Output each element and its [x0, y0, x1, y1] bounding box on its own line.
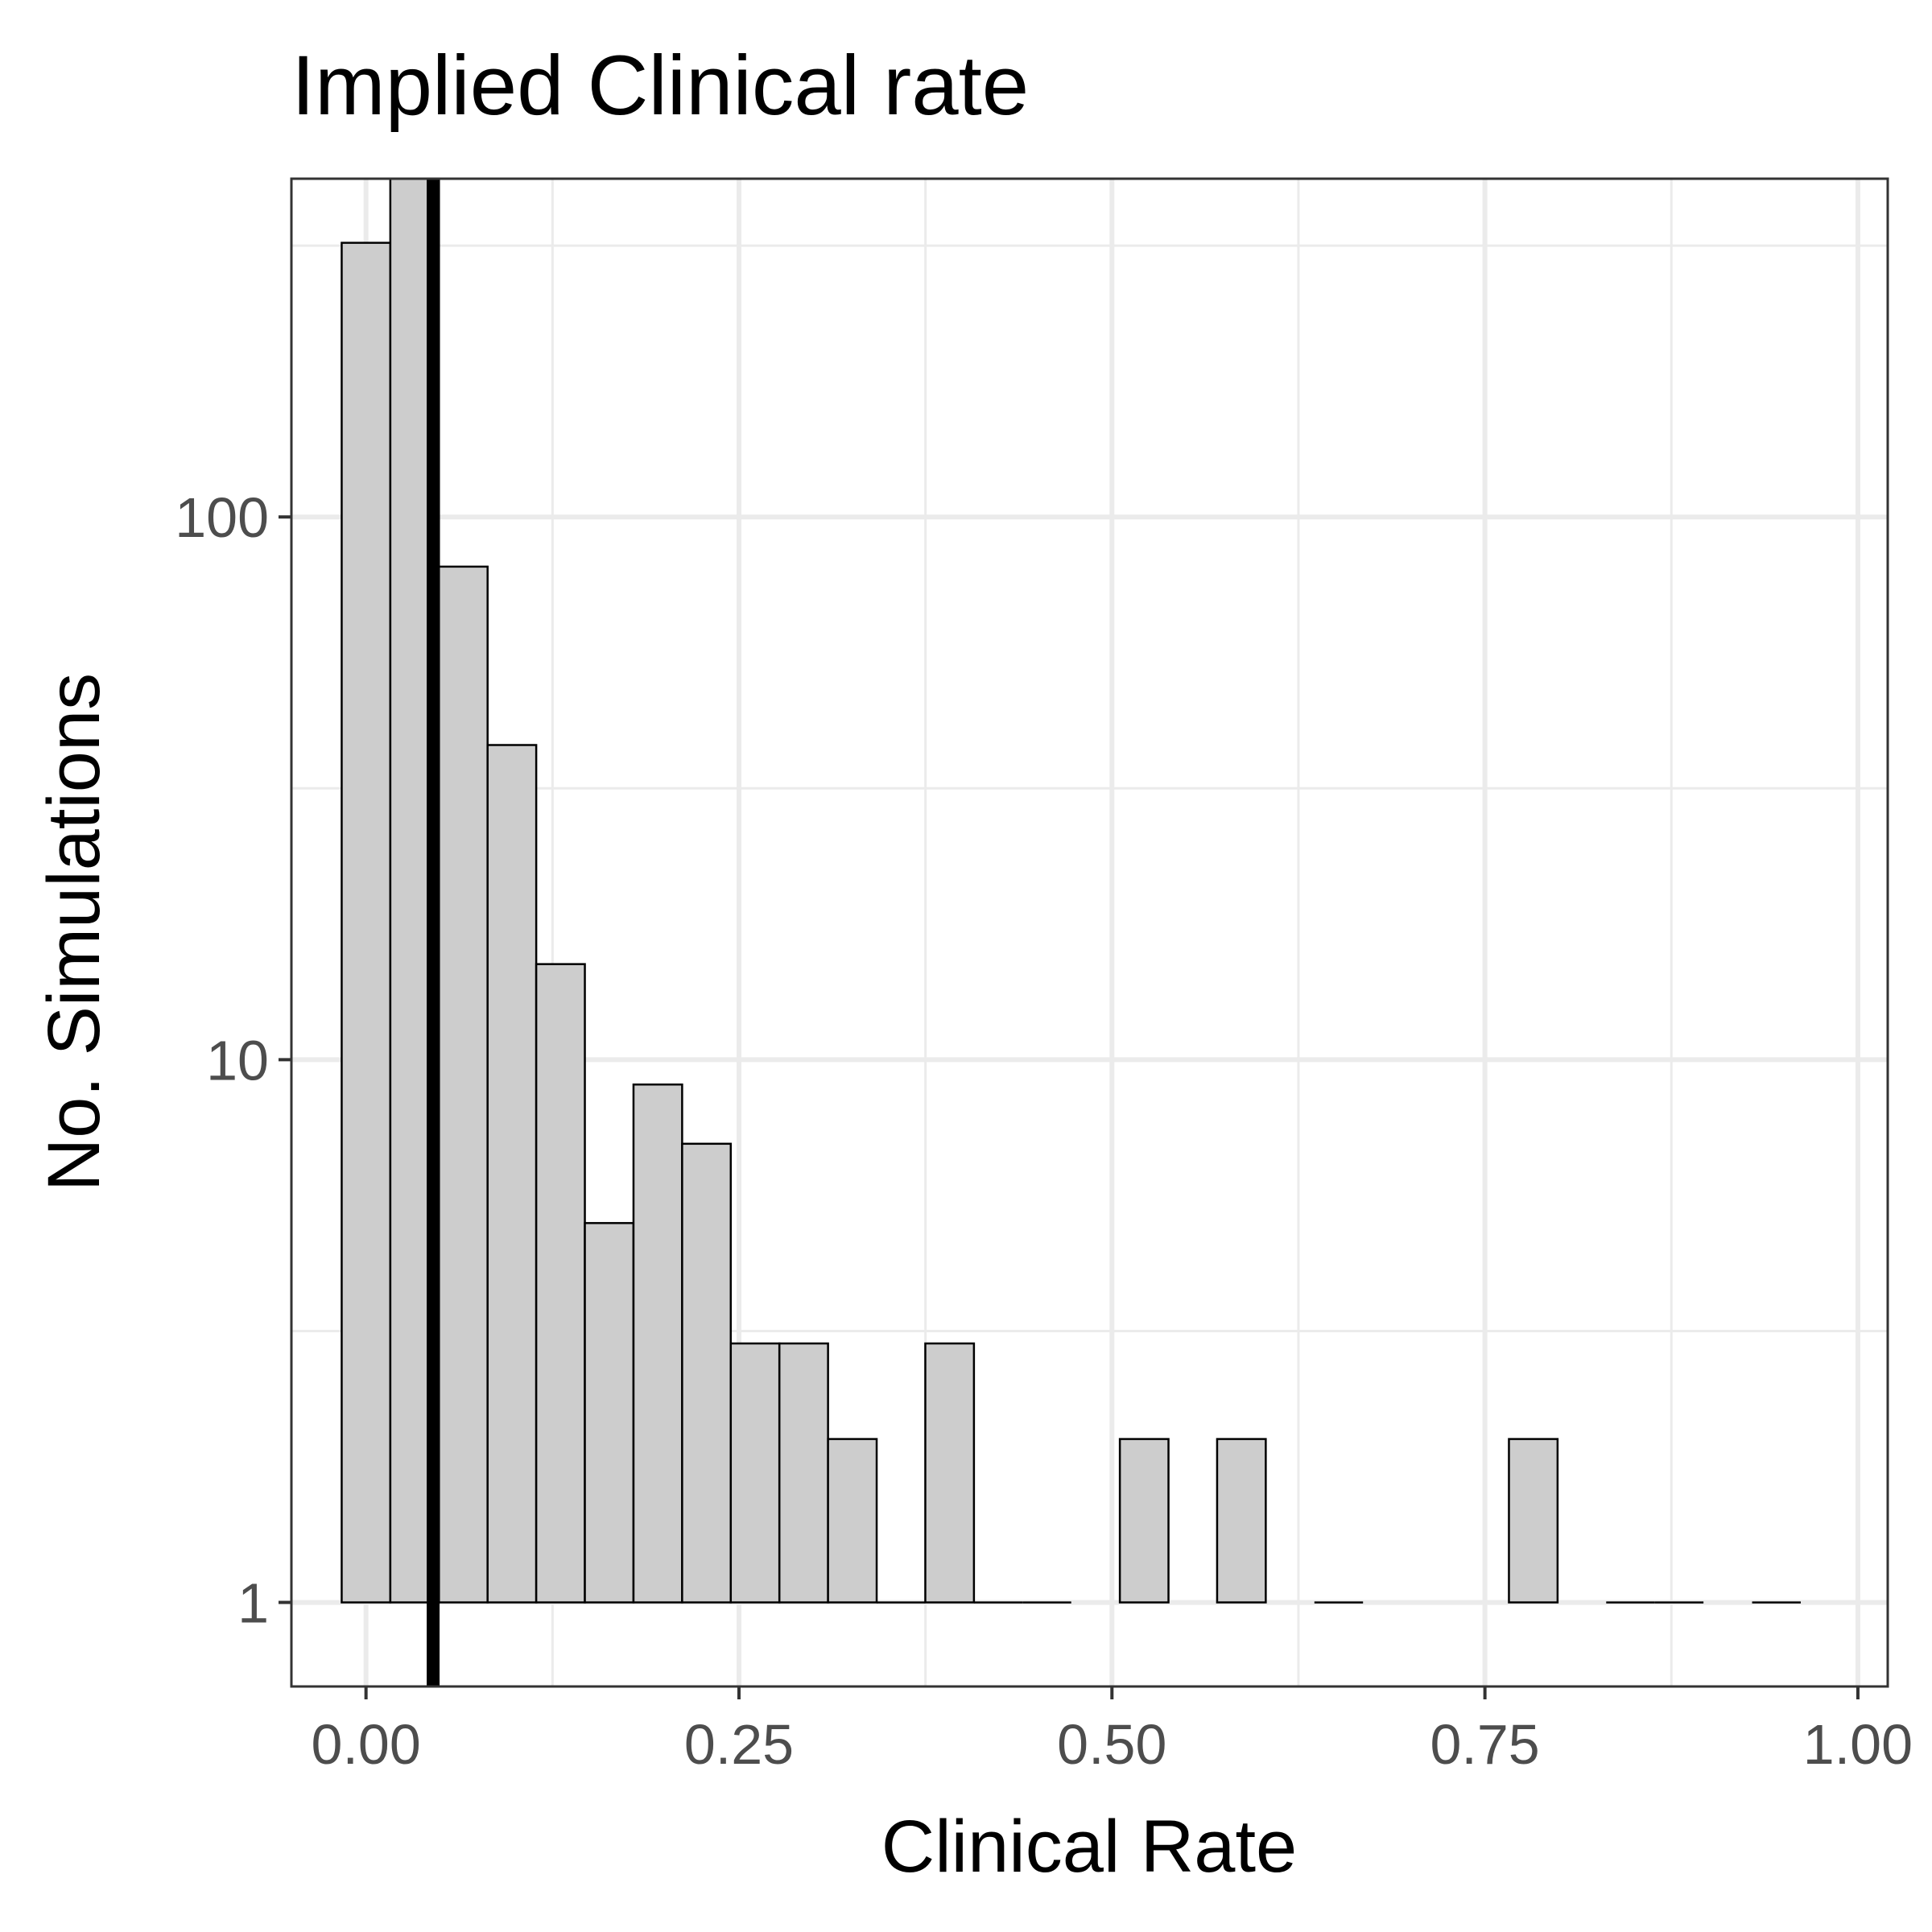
- histogram-bar: [924, 1342, 976, 1604]
- x-axis-title: Clinical Rate: [881, 1806, 1297, 1888]
- y-axis-title: No. Simulations: [33, 673, 115, 1191]
- histogram-bar: [1216, 1438, 1267, 1604]
- y-tick-label: 10: [206, 1029, 269, 1092]
- y-tick-label: 1: [237, 1572, 269, 1635]
- y-tick-label: 100: [175, 486, 269, 549]
- histogram-bars: [341, 177, 1801, 1604]
- histogram-bar: [486, 744, 538, 1604]
- histogram-bar: [681, 1142, 733, 1604]
- histogram-bar: [438, 565, 489, 1604]
- panel-border: [290, 177, 1889, 1688]
- y-axis-ticks: 1 10 100: [175, 486, 291, 1635]
- x-tick-label: 1.00: [1803, 1713, 1913, 1776]
- histogram-bar: [584, 1222, 635, 1604]
- histogram-bar: [1118, 1438, 1170, 1604]
- x-tick-label: 0.25: [684, 1713, 794, 1776]
- histogram-bar: [778, 1342, 829, 1604]
- histogram-bar: [827, 1438, 878, 1604]
- x-axis-ticks: 0.00 0.25 0.50 0.75 1.00: [312, 1686, 1913, 1776]
- histogram-bar: [341, 242, 392, 1604]
- histogram-bar: [1508, 1438, 1559, 1604]
- chart-title: Implied Clinical rate: [291, 39, 1029, 133]
- x-tick-label: 0.50: [1057, 1713, 1166, 1776]
- x-tick-label: 0.75: [1430, 1713, 1539, 1776]
- histogram-bar: [729, 1342, 781, 1604]
- histogram-bar: [535, 963, 586, 1604]
- histogram-bar: [632, 1083, 683, 1604]
- x-tick-label: 0.00: [312, 1713, 421, 1776]
